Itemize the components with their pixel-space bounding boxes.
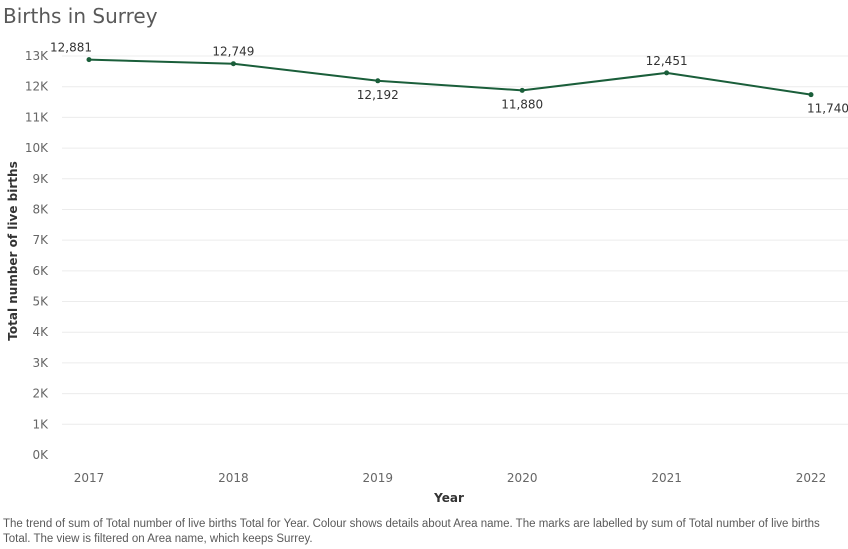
y-tick-label-1k: 1K [32, 417, 49, 431]
x-tick-label-2020: 2020 [507, 471, 538, 485]
y-tick-label-13k: 13K [25, 49, 49, 63]
gridlines [62, 55, 848, 425]
y-tick-label-5k: 5K [32, 295, 49, 309]
data-point-2018 [230, 61, 236, 67]
data-point-2017 [86, 57, 92, 63]
y-axis-title: Total number of live births [6, 161, 20, 340]
x-tick-label-2019: 2019 [363, 471, 394, 485]
x-tick-label-2018: 2018 [218, 471, 249, 485]
data-point-2019 [375, 78, 381, 84]
y-tick-label-12k: 12K [25, 80, 49, 94]
y-tick-label-7k: 7K [32, 233, 49, 247]
series-line [88, 58, 812, 96]
data-point-2020 [519, 87, 525, 93]
data-label-2022: 11,740 [807, 102, 848, 116]
chart-caption: The trend of sum of Total number of live… [3, 518, 820, 545]
y-tick-label-10k: 10K [25, 141, 49, 155]
y-tick-label-2k: 2K [32, 387, 49, 401]
data-label-2019: 12,192 [357, 88, 399, 102]
chart-title: Births in Surrey [3, 4, 158, 28]
series-line-0 [88, 58, 812, 96]
y-tick-label-4k: 4K [32, 325, 49, 339]
data-point-2021 [664, 70, 670, 76]
data-labels: 12,881 12,749 12,192 11,880 12,451 11,740 [50, 41, 848, 116]
data-point-2022 [808, 92, 814, 98]
data-label-2017: 12,881 [50, 41, 92, 55]
data-label-2020: 11,880 [501, 97, 543, 111]
x-tick-label-2021: 2021 [651, 471, 682, 485]
y-tick-label-6k: 6K [32, 264, 49, 278]
x-axis-title: Year [433, 491, 464, 505]
y-tick-label-9k: 9K [32, 172, 49, 186]
data-points [86, 57, 814, 98]
data-label-2018: 12,749 [212, 45, 254, 59]
x-tick-label-2017: 2017 [74, 471, 105, 485]
y-tick-label-11k: 11K [25, 110, 49, 124]
x-tick-label-2022: 2022 [796, 471, 827, 485]
y-tick-label-3k: 3K [32, 356, 49, 370]
y-tick-label-8k: 8K [32, 202, 49, 216]
x-axis: 2017 2018 2019 2020 2021 2022 [74, 471, 827, 485]
y-tick-label-0k: 0K [32, 448, 49, 462]
y-axis: 0K 1K 2K 3K 4K 5K 6K 7K 8K 9K 10K 11K 12K 13K [25, 49, 49, 462]
data-label-2021: 12,451 [646, 54, 688, 68]
